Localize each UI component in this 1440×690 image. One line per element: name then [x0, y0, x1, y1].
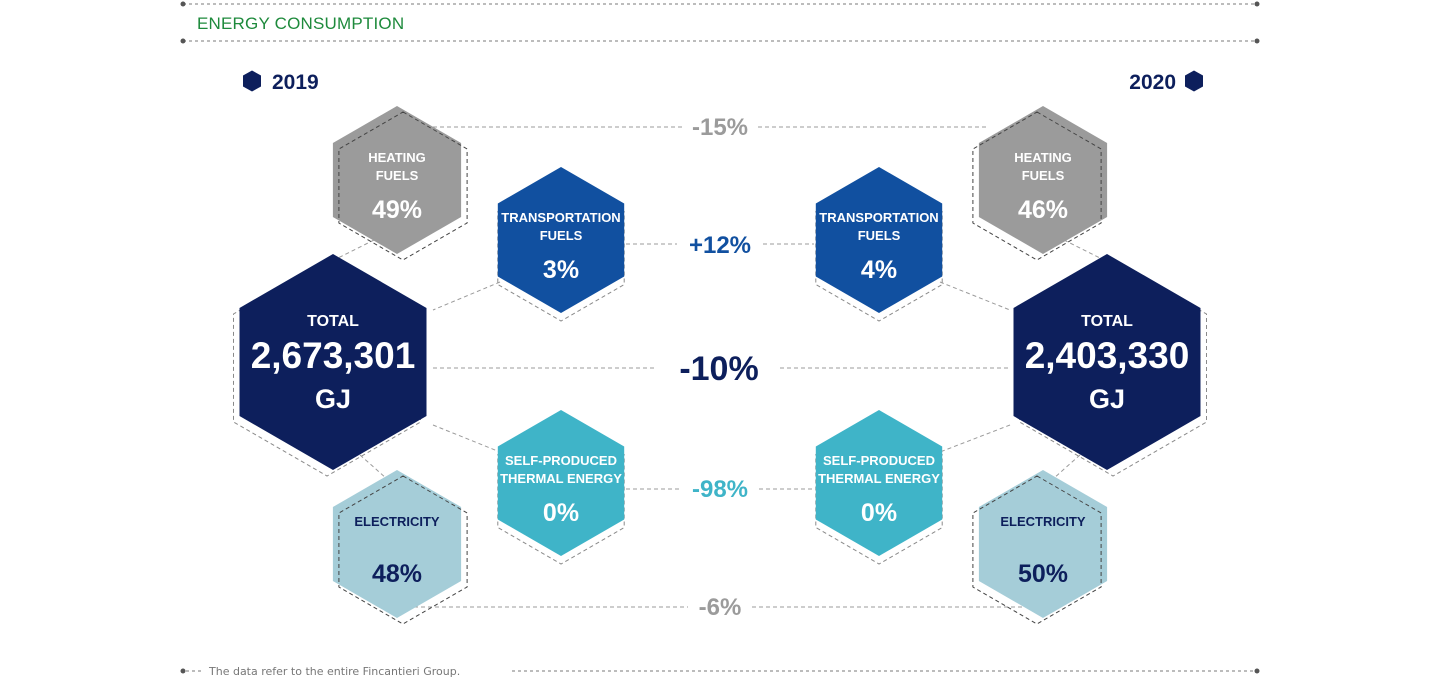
year-2019-label: 2019	[243, 70, 319, 94]
hex-thermal-2020: SELF-PRODUCED THERMAL ENERGY 0%	[815, 410, 943, 565]
thermal-label-line1: SELF-PRODUCED	[823, 453, 935, 468]
hex-heating-2019: HEATING FUELS 49%	[332, 106, 468, 261]
hex-total-2020-shape	[1013, 254, 1201, 470]
change-transport: +12%	[689, 232, 751, 259]
footer-note: The data refer to the entire Fincantieri…	[208, 665, 460, 678]
hex-total-2020: TOTAL 2,403,330 GJ	[1013, 254, 1207, 477]
electricity-label: ELECTRICITY	[354, 514, 440, 529]
year-2020-label: 2020	[1129, 70, 1203, 94]
thermal-label-line1: SELF-PRODUCED	[505, 453, 617, 468]
heating-label-line2: FUELS	[1022, 168, 1065, 183]
connector-lines	[337, 126, 1101, 608]
header-frame	[180, 1, 1260, 44]
transport-label-line1: TRANSPORTATION	[501, 210, 620, 225]
page-title: ENERGY CONSUMPTION	[197, 14, 404, 33]
electricity-pct: 48%	[372, 560, 422, 588]
heating-label-line2: FUELS	[376, 168, 419, 183]
hex-total-2019: TOTAL 2,673,301 GJ	[233, 254, 427, 477]
footer	[180, 668, 1260, 674]
hex-electricity-2019: ELECTRICITY 48%	[332, 470, 468, 625]
thermal-pct: 0%	[543, 499, 579, 527]
heating-pct: 49%	[372, 196, 422, 224]
total-unit: GJ	[315, 384, 351, 414]
total-label: TOTAL	[307, 313, 359, 330]
thermal-label-line2: THERMAL ENERGY	[818, 471, 940, 486]
hex-electricity-2020-shape	[978, 470, 1108, 618]
change-thermal: -98%	[692, 476, 748, 503]
total-label: TOTAL	[1081, 313, 1133, 330]
change-heating: -15%	[692, 114, 748, 141]
year-right: 2020	[1129, 71, 1176, 94]
heating-label-line1: HEATING	[1014, 150, 1072, 165]
hex-heating-2020-shape	[978, 106, 1108, 254]
transport-label-line2: FUELS	[858, 228, 901, 243]
total-value: 2,673,301	[251, 335, 416, 376]
hex-transport-2020: TRANSPORTATION FUELS 4%	[815, 167, 943, 322]
hex-thermal-2019-shape	[497, 410, 625, 556]
year-marker-hexagon-left	[243, 70, 261, 92]
thermal-pct: 0%	[861, 499, 897, 527]
hex-heating-2020: HEATING FUELS 46%	[972, 106, 1108, 261]
hex-transport-2019-shape	[497, 167, 625, 313]
transport-pct: 3%	[543, 256, 579, 284]
hex-thermal-2019: SELF-PRODUCED THERMAL ENERGY 0%	[497, 410, 625, 565]
hex-electricity-2019-shape	[332, 470, 462, 618]
electricity-label: ELECTRICITY	[1000, 514, 1086, 529]
change-electricity: -6%	[699, 594, 742, 621]
transport-pct: 4%	[861, 256, 897, 284]
year-marker-hexagon-right	[1185, 70, 1203, 92]
transport-label-line1: TRANSPORTATION	[819, 210, 938, 225]
change-total: -10%	[679, 350, 758, 388]
hex-total-2019-shape	[239, 254, 427, 470]
thermal-label-line2: THERMAL ENERGY	[500, 471, 622, 486]
hex-transport-2020-shape	[815, 167, 943, 313]
hex-transport-2019: TRANSPORTATION FUELS 3%	[497, 167, 625, 322]
hex-heating-2019-shape	[332, 106, 462, 254]
heating-label-line1: HEATING	[368, 150, 426, 165]
heating-pct: 46%	[1018, 196, 1068, 224]
hex-electricity-2020: ELECTRICITY 50%	[972, 470, 1108, 625]
electricity-pct: 50%	[1018, 560, 1068, 588]
transport-label-line2: FUELS	[540, 228, 583, 243]
total-unit: GJ	[1089, 384, 1125, 414]
hex-thermal-2020-shape	[815, 410, 943, 556]
year-left: 2019	[272, 71, 319, 94]
total-value: 2,403,330	[1025, 335, 1190, 376]
